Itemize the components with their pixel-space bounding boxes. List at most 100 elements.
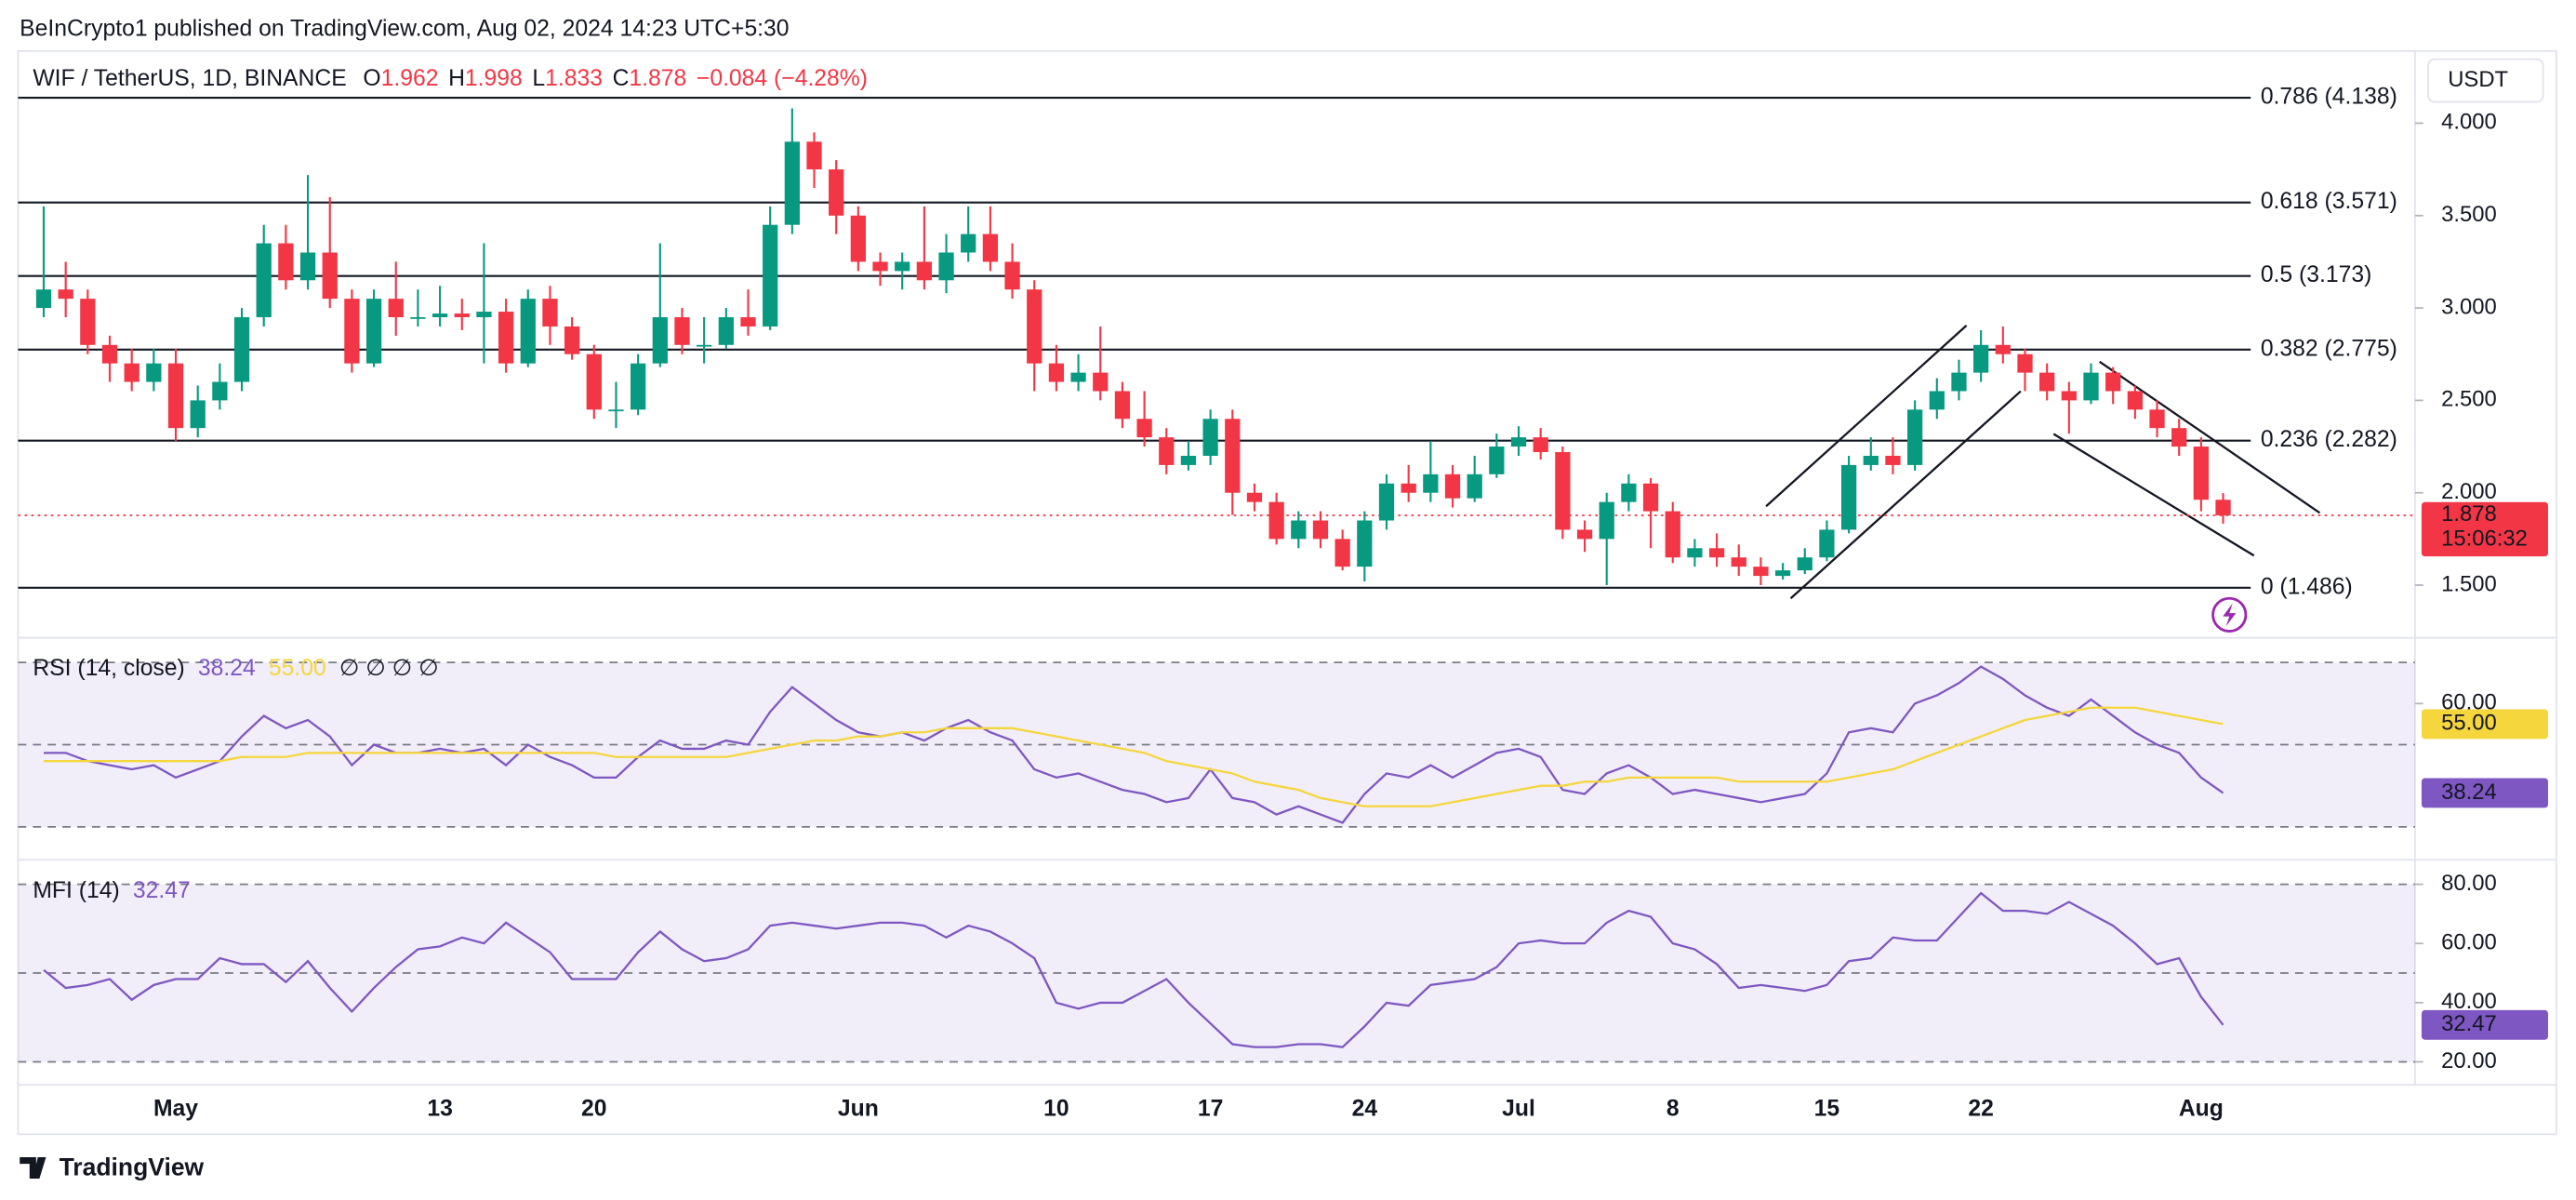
- symbol: WIF / TetherUS, 1D, BINANCE: [33, 65, 346, 90]
- candle-body: [674, 317, 690, 345]
- candle-body: [982, 233, 999, 262]
- candle-body: [872, 261, 888, 272]
- candle-body: [190, 400, 206, 429]
- candle-body: [233, 317, 250, 382]
- candle-body: [1291, 520, 1307, 540]
- event-bolt[interactable]: [2223, 603, 2237, 627]
- currency-box[interactable]: [2427, 58, 2544, 103]
- candle-body: [520, 299, 536, 364]
- y-tick-label: 4.000: [2441, 110, 2497, 135]
- candle-body: [763, 224, 778, 327]
- candle-body: [146, 363, 162, 382]
- candle-body: [1357, 520, 1373, 567]
- candle-body: [631, 363, 646, 410]
- y-tick-label: 40.00: [2441, 989, 2497, 1014]
- trend-channels: [1765, 325, 2321, 600]
- candle-body: [498, 312, 514, 364]
- candle-body: [1907, 409, 1923, 465]
- candle-body: [35, 289, 52, 309]
- candle-body: [1665, 511, 1680, 558]
- indicator-extra: ∅ ∅ ∅ ∅: [339, 656, 439, 681]
- x-tick-label: Jul: [1502, 1096, 1535, 1121]
- candle-body: [1467, 473, 1482, 499]
- ohlc-value: 1.998: [465, 65, 523, 90]
- x-tick-label: 24: [1352, 1096, 1378, 1121]
- candle-body: [1863, 455, 1879, 465]
- indicator-value: 38.24: [198, 656, 256, 681]
- candle-body: [829, 169, 844, 216]
- candle-body: [1423, 473, 1439, 493]
- candle-body: [388, 299, 404, 318]
- fib-label: 0.5 (3.173): [2261, 262, 2372, 287]
- candle-body: [410, 317, 426, 319]
- candle-body: [1774, 570, 1791, 577]
- candle-body: [1885, 455, 1901, 465]
- fib-label: 0.236 (2.282): [2261, 427, 2397, 452]
- candle-body: [542, 299, 558, 327]
- candle-body: [80, 299, 96, 345]
- candle-body: [1973, 344, 1989, 373]
- candle-body: [476, 312, 492, 318]
- indicator-value: 55.00: [269, 656, 326, 681]
- candle-body: [365, 299, 382, 364]
- candle-body: [278, 243, 294, 281]
- candle-body: [652, 317, 668, 364]
- candle-body: [1995, 344, 2011, 354]
- candle-body: [1004, 261, 1020, 290]
- candle-body: [938, 252, 954, 281]
- candle-body: [1489, 447, 1505, 474]
- candle-body: [1159, 437, 1175, 465]
- candle-body: [1576, 529, 1593, 540]
- x-tick-label: 20: [581, 1096, 606, 1121]
- trend-line: [2099, 360, 2321, 514]
- event-icon[interactable]: [2211, 596, 2248, 633]
- ohlc-letter: C: [613, 65, 630, 90]
- candle-body: [1378, 483, 1395, 521]
- candle-body: [1687, 548, 1703, 558]
- currency[interactable]: USDT: [2448, 67, 2508, 92]
- logo-mark: [20, 1157, 46, 1180]
- indicator-value: 32.47: [133, 877, 191, 902]
- candle-body: [2149, 409, 2165, 429]
- candle-body: [1621, 483, 1637, 502]
- x-tick-label: 15: [1814, 1096, 1840, 1121]
- ohlc-value: 1.962: [381, 65, 439, 90]
- candle-body: [1401, 483, 1416, 493]
- candle-body: [167, 363, 184, 429]
- candle-body: [806, 141, 822, 170]
- candle-body: [2215, 500, 2231, 515]
- candle-body: [2105, 372, 2121, 392]
- indicator-legend: RSI (14, close) 38.24 55.00 ∅ ∅ ∅ ∅: [33, 656, 438, 681]
- candle-body: [1180, 455, 1197, 465]
- candle-body: [1268, 501, 1284, 540]
- candle-body: [2193, 447, 2209, 500]
- trend-line: [1765, 325, 1968, 508]
- candle-body: [2171, 428, 2187, 447]
- candle-body: [212, 381, 228, 401]
- indicator-legend: MFI (14) 32.47: [33, 877, 190, 902]
- candle-body: [1114, 391, 1131, 420]
- candle-body: [1093, 372, 1109, 392]
- candle-body: [124, 363, 139, 382]
- candle-body: [58, 289, 73, 300]
- y-tick-label: 1.500: [2441, 571, 2497, 596]
- x-tick-label: 13: [427, 1096, 452, 1121]
- fib-label: 0.618 (3.571): [2261, 189, 2397, 214]
- last-value-box: [2421, 778, 2548, 808]
- candle-body: [101, 344, 118, 364]
- candle-body: [1753, 567, 1769, 577]
- candle-body: [2039, 372, 2055, 392]
- x-tick-label: 22: [1968, 1096, 1993, 1121]
- indicator-line: [43, 706, 2224, 807]
- candle-body: [895, 261, 910, 272]
- ohlc-letter: O: [363, 65, 380, 90]
- candle-body: [1136, 419, 1152, 438]
- last-value-label: 32.47: [2441, 1011, 2497, 1036]
- y-tick-label: 3.000: [2441, 294, 2497, 319]
- candle-body: [1599, 501, 1614, 540]
- x-tick-label: 8: [1666, 1096, 1680, 1121]
- candle-body: [608, 409, 624, 412]
- y-tick-label: 20.00: [2441, 1048, 2497, 1073]
- indicator-title: MFI (14): [33, 877, 119, 902]
